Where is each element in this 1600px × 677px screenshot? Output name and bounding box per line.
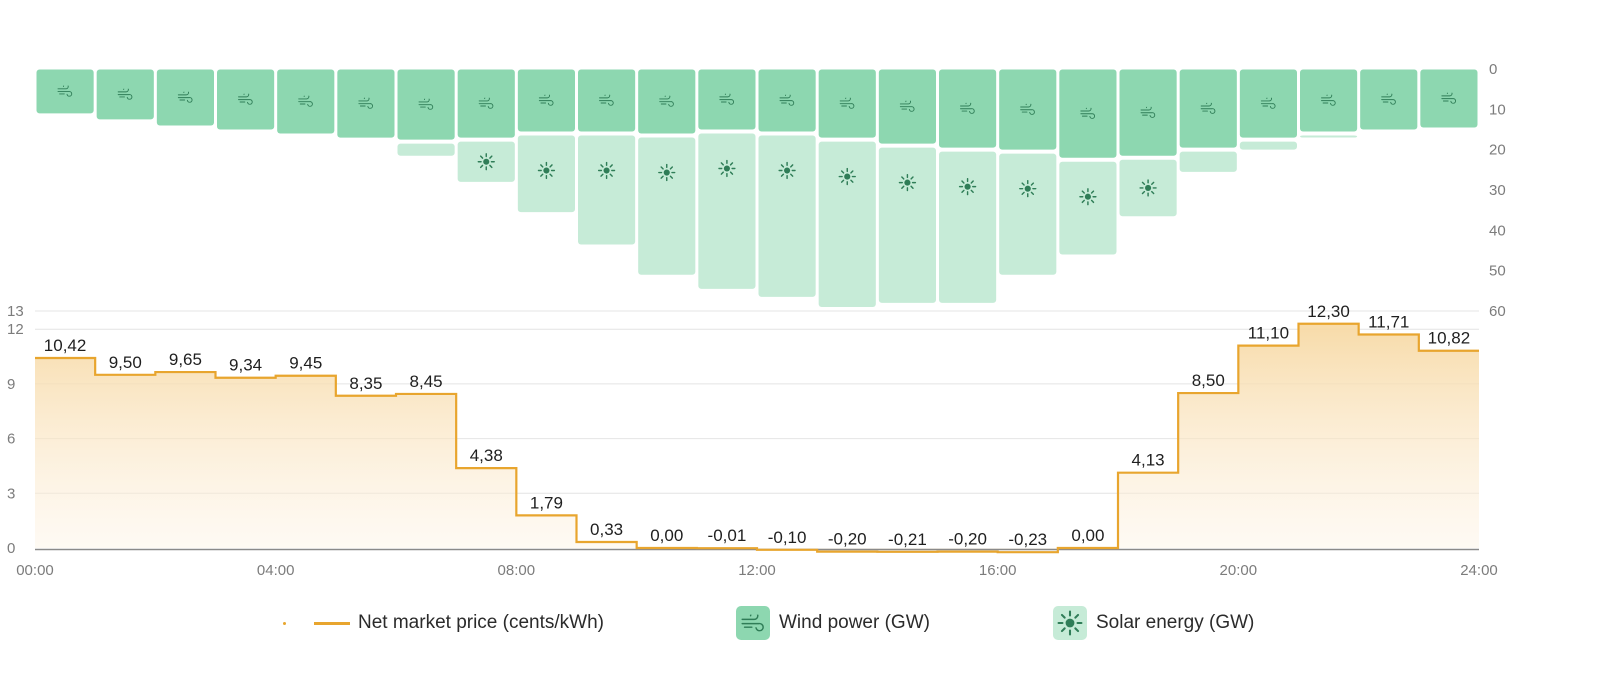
sun-icon [958,178,977,196]
price-data-label: 4,38 [470,446,503,465]
solar-bar [638,137,696,275]
price-tick-label: 3 [7,485,15,502]
price-data-label: 12,30 [1307,302,1350,321]
price-area [35,322,1479,554]
legend-item-price[interactable]: Net market price (cents/kWh) [283,600,604,646]
legend-item-wind[interactable]: Wind power (GW) [736,600,930,646]
solar-bar [878,147,936,303]
wind-icon [736,606,770,640]
price-tick-label: 9 [7,376,15,393]
price-data-label: 10,42 [44,336,87,355]
generation-bars [36,69,1478,307]
generation-tick-label: 10 [1489,101,1506,118]
legend-label-price: Net market price (cents/kWh) [358,612,604,633]
price-data-label: -0,20 [828,530,867,549]
sun-icon [1019,180,1037,198]
legend: Net market price (cents/kWh) Wind power … [0,600,1600,646]
price-line-swatch [314,621,350,625]
price-data-label: 4,13 [1132,451,1165,470]
solar-bar [517,135,575,213]
x-tick-label: 04:00 [257,562,295,579]
sun-icon [838,167,856,186]
price-tick-label: 12 [7,321,24,338]
generation-tick-label: 20 [1489,142,1506,159]
price-data-label: 8,35 [349,374,382,393]
price-data-label: 0,00 [1071,526,1104,545]
x-tick-label: 20:00 [1220,562,1258,579]
x-axis: 00:00 04:00 08:00 12:00 16:00 20:00 24:00 [16,562,1498,579]
solar-bar [939,151,997,303]
generation-tick-label: 30 [1489,182,1506,199]
generation-tick-label: 40 [1489,222,1506,239]
price-data-labels: 10,42 9,50 9,65 9,34 9,45 8,35 8,45 4,38 1,79 0,3… [44,302,1470,549]
price-data-label: 1,79 [530,493,563,512]
solar-bar [758,135,816,297]
solar-bar [698,133,756,289]
solar-bar [397,143,455,156]
generation-axis: 0 10 20 30 40 50 60 [1489,61,1506,320]
sun-icon [1079,188,1097,206]
price-data-label: -0,01 [708,526,747,545]
price-data-label: -0,23 [1008,530,1047,549]
sun-icon [477,153,495,171]
price-data-label: -0,10 [768,528,807,547]
price-tick-label: 0 [7,540,15,557]
solar-bar [1239,141,1297,150]
legend-label-wind: Wind power (GW) [779,612,930,633]
price-data-label: 9,45 [289,354,322,373]
sun-icon [597,161,616,180]
price-tick-label: 13 [7,303,24,320]
legend-dot [283,621,286,625]
price-data-label: 8,45 [410,372,443,391]
price-data-label: -0,21 [888,530,927,549]
solar-bar [578,135,636,245]
price-data-label: 0,00 [650,526,683,545]
price-data-label: 11,71 [1368,313,1409,332]
legend-item-solar[interactable]: Solar energy (GW) [1053,600,1254,646]
solar-bar [999,153,1057,275]
x-tick-label: 08:00 [498,562,536,579]
solar-bar [818,141,876,307]
legend-label-solar: Solar energy (GW) [1096,612,1255,633]
price-data-label: 11,10 [1248,324,1289,343]
price-data-label: 8,50 [1192,371,1225,390]
price-data-label: 10,82 [1428,329,1471,348]
price-data-label: -0,20 [948,530,987,549]
solar-bar [1059,161,1117,255]
generation-tick-label: 50 [1489,263,1506,280]
price-data-label: 9,50 [109,353,142,372]
x-tick-label: 24:00 [1460,562,1498,579]
x-tick-label: 00:00 [16,562,54,579]
price-data-label: 9,65 [169,350,202,369]
price-line [35,322,1479,554]
solar-bar [1300,135,1358,138]
sun-icon [658,163,676,182]
sun-icon [537,161,556,180]
generation-tick-label: 0 [1489,61,1497,78]
sun-icon [778,161,796,180]
x-tick-label: 12:00 [738,562,776,579]
price-data-label: 9,34 [229,356,262,375]
sun-icon [718,159,736,178]
generation-tick-label: 60 [1489,303,1506,320]
price-data-label: 0,33 [590,520,623,539]
solar-bar [1179,151,1237,172]
sun-icon [1053,606,1087,640]
price-tick-label: 6 [7,431,15,448]
x-tick-label: 16:00 [979,562,1017,579]
sun-icon [1139,179,1157,197]
sun-icon [898,173,917,192]
